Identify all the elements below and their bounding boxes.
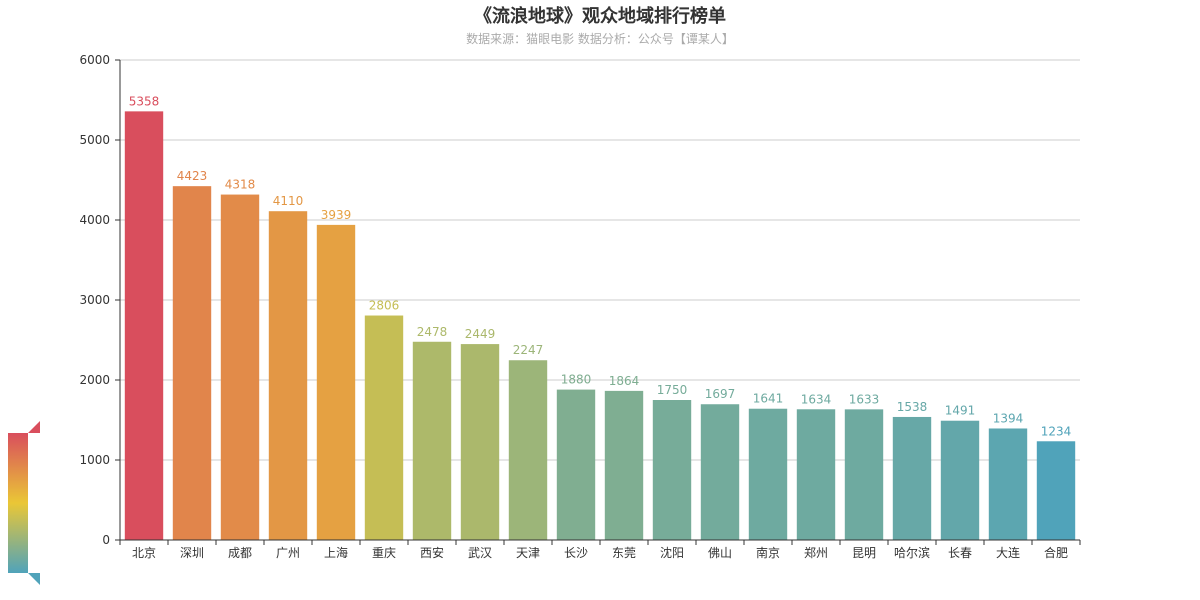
visual-map-bar: [8, 433, 28, 573]
y-tick-label: 4000: [79, 213, 110, 227]
x-tick-label: 长沙: [564, 546, 588, 560]
bar[interactable]: [508, 360, 548, 540]
data-label: 1634: [801, 392, 832, 406]
x-tick-label: 佛山: [708, 546, 732, 560]
y-tick-label: 2000: [79, 373, 110, 387]
visual-map[interactable]: [8, 421, 40, 585]
x-tick-label: 哈尔滨: [894, 545, 930, 560]
bar[interactable]: [604, 390, 644, 540]
bar[interactable]: [988, 428, 1028, 540]
x-tick-label: 沈阳: [660, 545, 684, 560]
chart-title: 《流浪地球》观众地域排行榜单: [474, 6, 726, 27]
y-tick-label: 5000: [79, 133, 110, 147]
data-label: 4318: [225, 178, 256, 192]
bar[interactable]: [748, 408, 788, 540]
x-tick-label: 南京: [756, 545, 780, 560]
data-label: 1864: [609, 374, 640, 388]
x-tick-label: 上海: [324, 545, 348, 560]
bar[interactable]: [412, 341, 452, 540]
bars: [124, 111, 1076, 541]
data-label: 1633: [849, 392, 880, 406]
bar[interactable]: [460, 344, 500, 540]
data-label: 4423: [177, 169, 208, 183]
y-tick-label: 6000: [79, 53, 110, 67]
data-label: 1697: [705, 387, 736, 401]
data-labels: 5358 4423 4318 4110 3939 2806 2478 2449 2247 1880…: [129, 94, 1072, 438]
y-tick-label: 3000: [79, 293, 110, 307]
data-label: 2478: [417, 325, 448, 339]
bar[interactable]: [172, 186, 212, 540]
data-label: 2806: [369, 299, 400, 313]
x-tick-label: 北京: [132, 546, 156, 560]
data-label: 3939: [321, 208, 352, 222]
bar[interactable]: [124, 111, 164, 541]
bar[interactable]: [892, 416, 932, 540]
bar[interactable]: [700, 404, 740, 540]
data-label: 1538: [897, 400, 928, 414]
axes: 0 1000 2000 3000 4000 5000 6000 北京 深圳 成都 广州 上海 重庆 西安 武…: [79, 53, 1081, 560]
bar[interactable]: [796, 409, 836, 540]
data-label: 1234: [1041, 424, 1072, 438]
chart-subtitle: 数据来源：猫眼电影 数据分析：公众号【谭某人】: [466, 32, 734, 46]
x-tick-label: 郑州: [804, 545, 828, 560]
data-label: 2449: [465, 327, 496, 341]
x-tick-label: 广州: [276, 546, 300, 560]
y-tick-label: 0: [102, 533, 110, 547]
visual-map-min-handle[interactable]: [28, 573, 40, 585]
x-tick-label: 武汉: [468, 546, 492, 560]
x-tick-label: 西安: [420, 545, 444, 560]
data-label: 1750: [657, 383, 688, 397]
bar[interactable]: [1036, 441, 1076, 540]
x-tick-label: 大连: [996, 545, 1020, 560]
bar[interactable]: [844, 409, 884, 540]
x-tick-label: 重庆: [372, 546, 396, 560]
data-label: 1880: [561, 373, 592, 387]
x-tick-label: 东莞: [612, 546, 636, 560]
x-tick-label: 长春: [948, 546, 972, 560]
x-tick-label: 合肥: [1044, 545, 1068, 560]
y-tick-label: 1000: [79, 453, 110, 467]
data-label: 1641: [753, 392, 784, 406]
data-label: 2247: [513, 343, 544, 357]
bar[interactable]: [316, 224, 356, 540]
bar[interactable]: [220, 194, 260, 540]
x-tick-label: 昆明: [852, 546, 876, 560]
x-tick-label: 天津: [516, 546, 540, 560]
bar[interactable]: [940, 420, 980, 540]
data-label: 4110: [273, 194, 304, 208]
bar[interactable]: [364, 315, 404, 540]
x-tick-label: 深圳: [180, 546, 204, 560]
grid-lines: [120, 59, 1080, 461]
bar[interactable]: [652, 400, 692, 540]
data-label: 1491: [945, 404, 976, 418]
bar[interactable]: [556, 389, 596, 540]
visual-map-max-handle[interactable]: [28, 421, 40, 433]
data-label: 1394: [993, 411, 1024, 425]
bar[interactable]: [268, 211, 308, 540]
x-tick-label: 成都: [228, 546, 252, 560]
data-label: 5358: [129, 94, 160, 108]
